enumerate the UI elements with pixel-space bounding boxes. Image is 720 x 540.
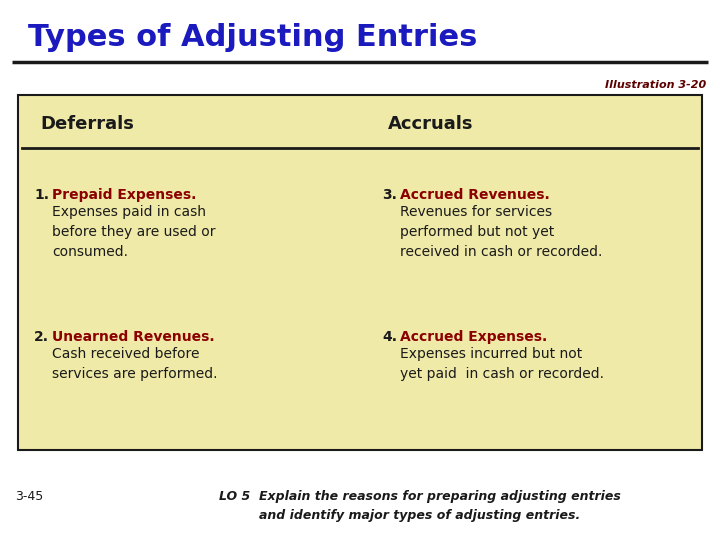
Text: Accruals: Accruals <box>388 115 474 133</box>
Text: Expenses paid in cash
before they are used or
consumed.: Expenses paid in cash before they are us… <box>52 205 215 259</box>
Text: 3.: 3. <box>382 188 397 202</box>
Text: Cash received before
services are performed.: Cash received before services are perfor… <box>52 347 217 381</box>
Text: LO 5  Explain the reasons for preparing adjusting entries
and identify major typ: LO 5 Explain the reasons for preparing a… <box>219 490 621 522</box>
Text: Unearned Revenues.: Unearned Revenues. <box>52 330 215 344</box>
Text: Illustration 3-20: Illustration 3-20 <box>605 80 706 90</box>
Text: Accrued Revenues.: Accrued Revenues. <box>400 188 550 202</box>
Text: 4.: 4. <box>382 330 397 344</box>
Text: Accrued Expenses.: Accrued Expenses. <box>400 330 547 344</box>
Text: Prepaid Expenses.: Prepaid Expenses. <box>52 188 197 202</box>
FancyBboxPatch shape <box>18 95 702 450</box>
Text: 1.: 1. <box>34 188 49 202</box>
Text: Types of Adjusting Entries: Types of Adjusting Entries <box>28 24 477 52</box>
Text: 2.: 2. <box>34 330 49 344</box>
Text: Expenses incurred but not
yet paid  in cash or recorded.: Expenses incurred but not yet paid in ca… <box>400 347 604 381</box>
Text: Deferrals: Deferrals <box>40 115 134 133</box>
Text: Revenues for services
performed but not yet
received in cash or recorded.: Revenues for services performed but not … <box>400 205 603 259</box>
Text: 3-45: 3-45 <box>15 490 43 503</box>
